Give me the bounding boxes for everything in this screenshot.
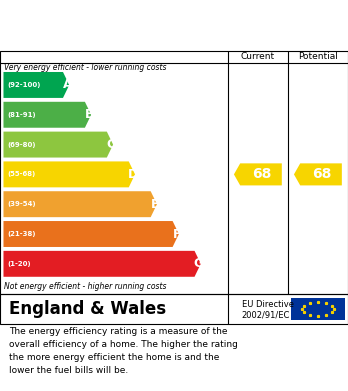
Text: 68: 68 (252, 167, 271, 181)
Text: (39-54): (39-54) (8, 201, 36, 207)
Text: D: D (128, 168, 138, 181)
Text: (21-38): (21-38) (8, 231, 36, 237)
Polygon shape (234, 163, 282, 185)
Bar (291, 298, 345, 320)
Text: The energy efficiency rating is a measure of the
overall efficiency of a home. T: The energy efficiency rating is a measur… (9, 327, 238, 375)
Text: 68: 68 (312, 167, 331, 181)
Text: F: F (173, 228, 181, 240)
Text: G: G (194, 257, 204, 270)
Polygon shape (3, 191, 157, 217)
Text: (92-100): (92-100) (8, 82, 41, 88)
Polygon shape (3, 161, 135, 187)
Polygon shape (3, 102, 91, 128)
Text: C: C (106, 138, 116, 151)
Text: 2002/91/EC: 2002/91/EC (242, 310, 290, 319)
Polygon shape (3, 221, 179, 247)
Polygon shape (3, 251, 201, 277)
Text: (69-80): (69-80) (8, 142, 36, 147)
Polygon shape (3, 132, 113, 158)
Polygon shape (294, 163, 342, 185)
Text: B: B (85, 108, 94, 121)
Text: Energy Efficiency Rating: Energy Efficiency Rating (9, 18, 219, 33)
Text: (1-20): (1-20) (8, 261, 31, 267)
Text: EU Directive: EU Directive (242, 300, 294, 309)
Text: E: E (151, 198, 159, 211)
Text: England & Wales: England & Wales (9, 300, 166, 318)
Text: Very energy efficient - lower running costs: Very energy efficient - lower running co… (4, 63, 167, 72)
Text: (55-68): (55-68) (8, 171, 36, 178)
Text: Current: Current (241, 52, 275, 61)
Text: Not energy efficient - higher running costs: Not energy efficient - higher running co… (4, 282, 167, 291)
Text: (81-91): (81-91) (8, 112, 36, 118)
Polygon shape (3, 72, 69, 98)
Text: Potential: Potential (298, 52, 338, 61)
Text: A: A (63, 79, 72, 91)
